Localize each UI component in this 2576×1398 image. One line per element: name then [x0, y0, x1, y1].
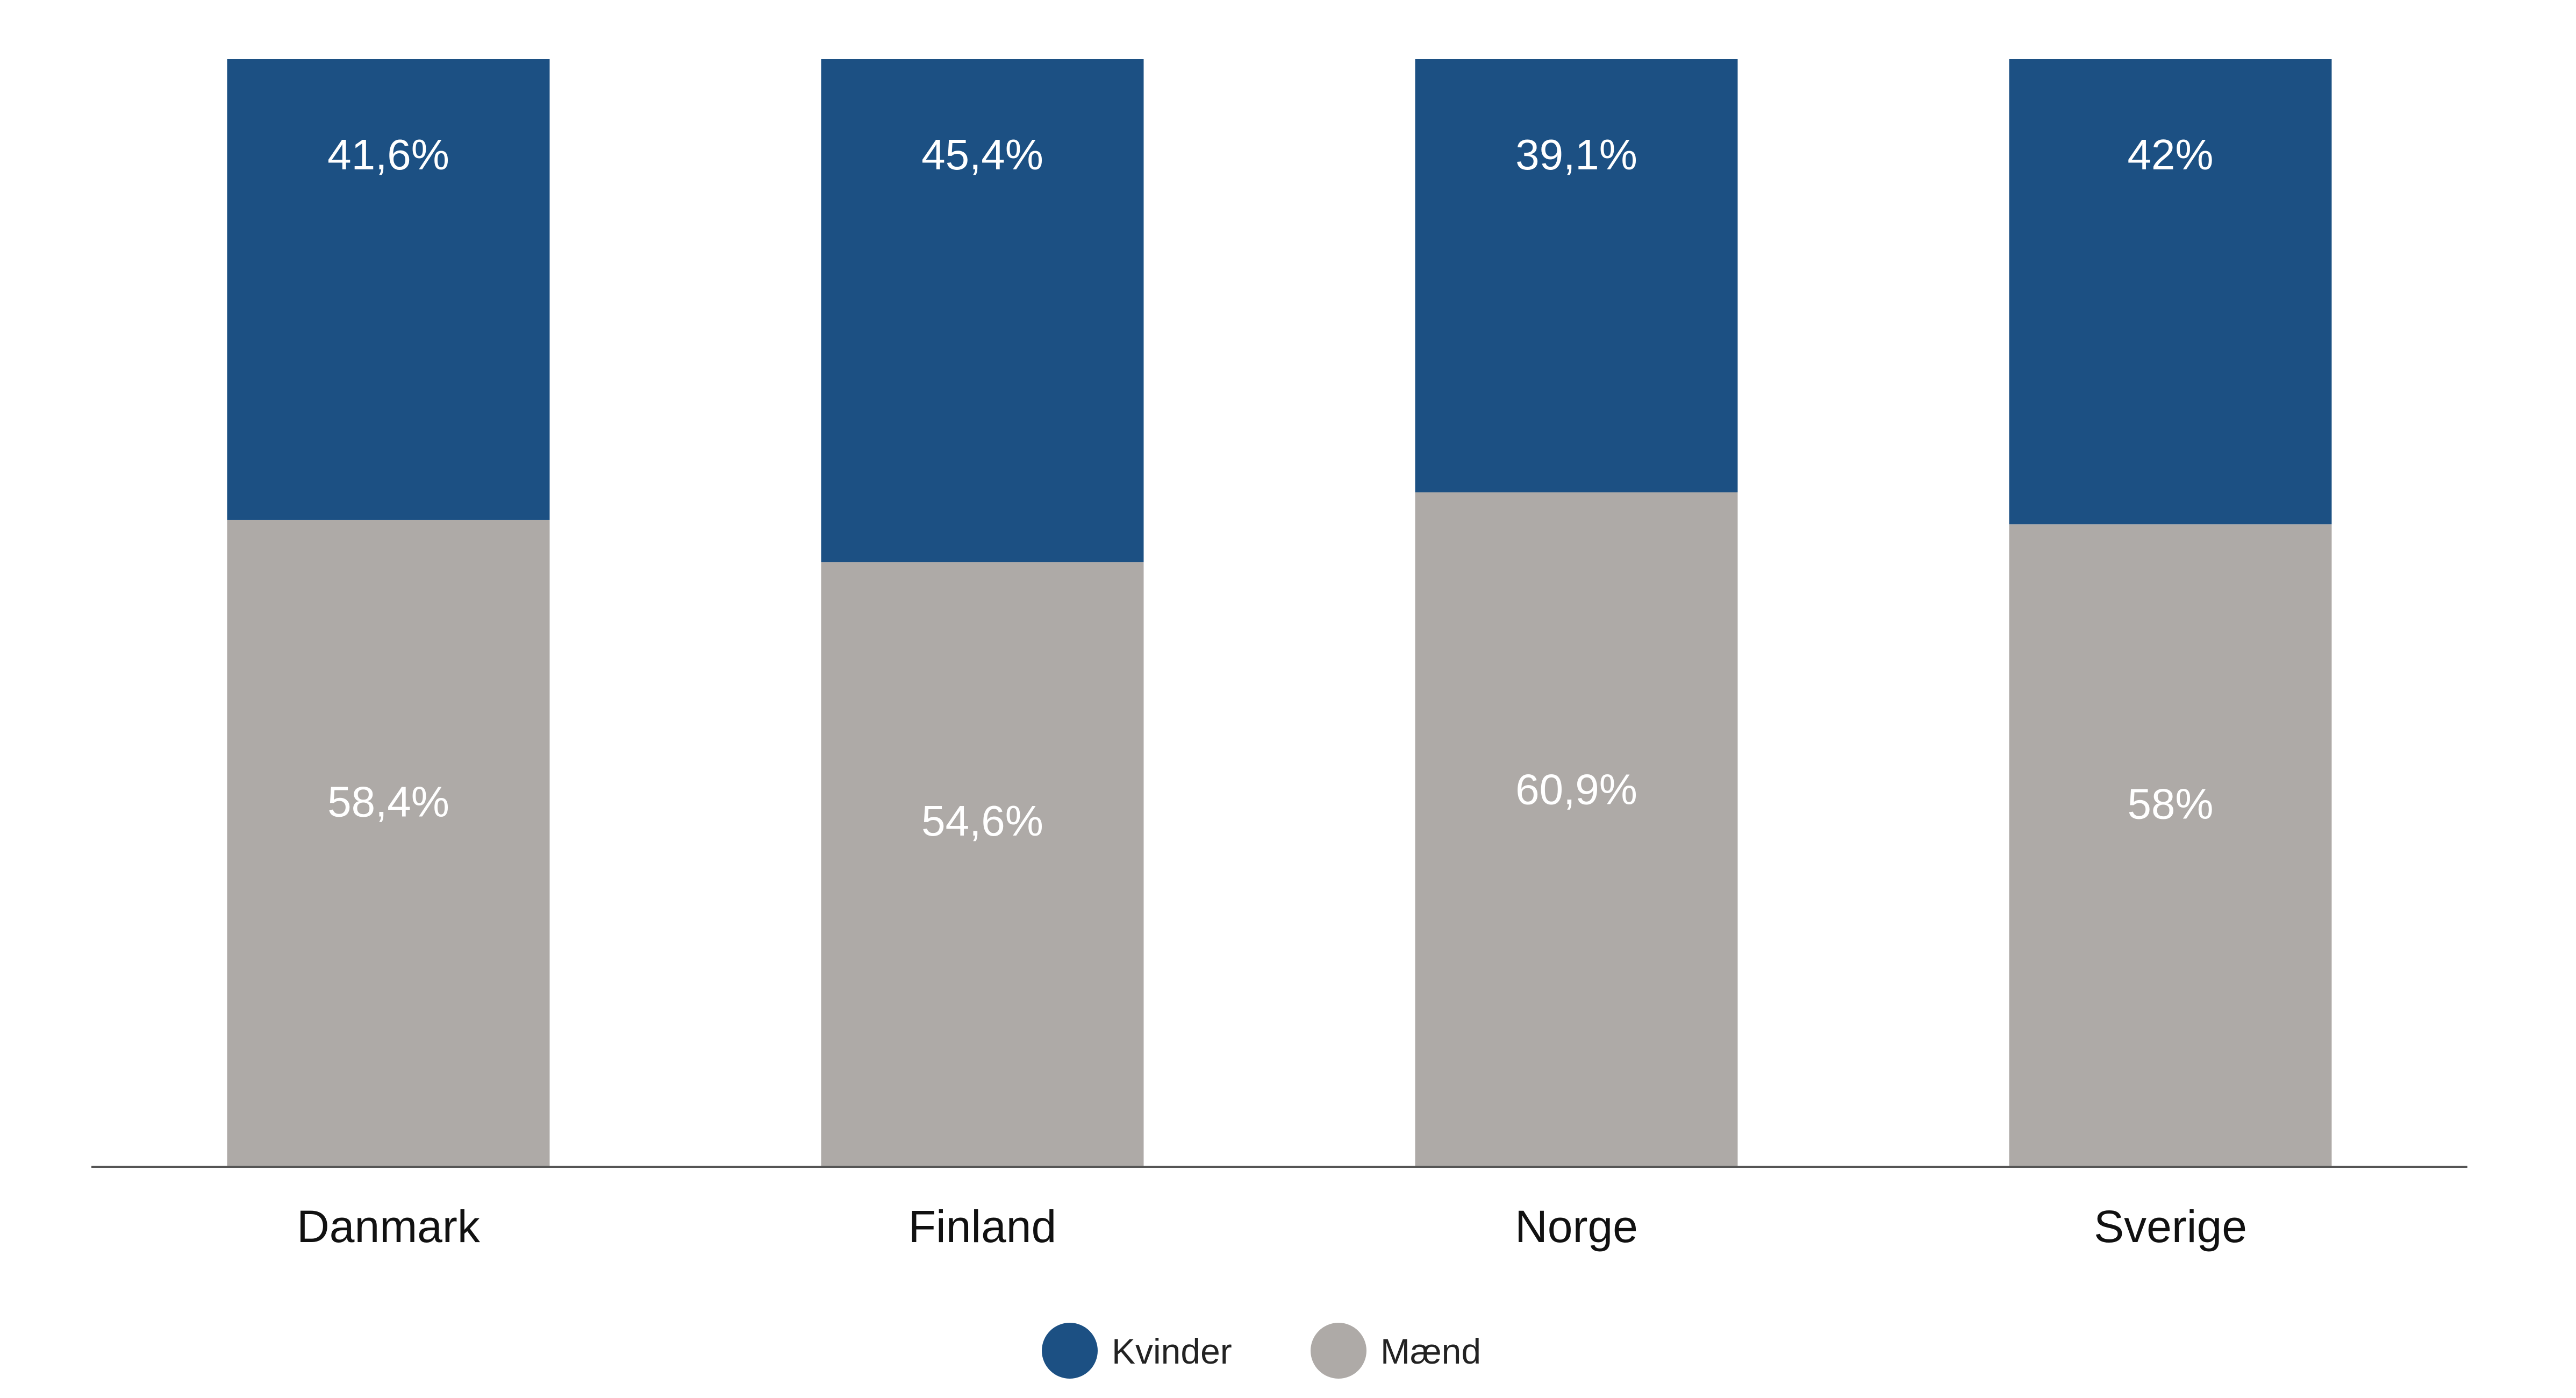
- data-label-kvinder-finland: 45,4%: [921, 131, 1043, 179]
- bar-kvinder-sverige: [2009, 59, 2332, 525]
- data-label-kvinder-sverige: 42%: [2127, 131, 2213, 179]
- bar-m-nd-finland: [821, 562, 1144, 1167]
- bar-kvinder-finland: [821, 59, 1144, 562]
- x-tick-label-sverige: Sverige: [2094, 1201, 2247, 1252]
- bars-layer: 58,4% 41,6% 54,6% 45,4% 60,9% 39,1% 58% 42%: [227, 59, 2332, 1167]
- bar-m-nd-norge: [1415, 492, 1738, 1167]
- data-label-m-nd-sverige: 58%: [2127, 780, 2213, 828]
- bar-kvinder-norge: [1415, 59, 1738, 493]
- data-label-m-nd-norge: 60,9%: [1515, 765, 1637, 813]
- x-tick-label-norge: Norge: [1515, 1201, 1638, 1252]
- legend-label-m-nd: Mænd: [1380, 1331, 1481, 1371]
- bar-kvinder-danmark: [227, 59, 550, 520]
- legend: Kvinder Mænd: [1042, 1323, 1481, 1379]
- x-tick-label-finland: Finland: [908, 1201, 1057, 1252]
- legend-swatch-m-nd: [1311, 1323, 1366, 1379]
- legend-swatch-kvinder: [1042, 1323, 1098, 1379]
- data-label-kvinder-norge: 39,1%: [1515, 131, 1637, 179]
- data-label-kvinder-danmark: 41,6%: [327, 131, 449, 179]
- x-tick-labels: Danmark Finland Norge Sverige: [297, 1201, 2247, 1252]
- bar-m-nd-sverige: [2009, 524, 2332, 1167]
- x-tick-label-danmark: Danmark: [297, 1201, 481, 1252]
- data-label-m-nd-danmark: 58,4%: [327, 778, 449, 826]
- legend-label-kvinder: Kvinder: [1112, 1331, 1232, 1371]
- data-label-m-nd-finland: 54,6%: [921, 797, 1043, 845]
- bar-m-nd-danmark: [227, 519, 550, 1167]
